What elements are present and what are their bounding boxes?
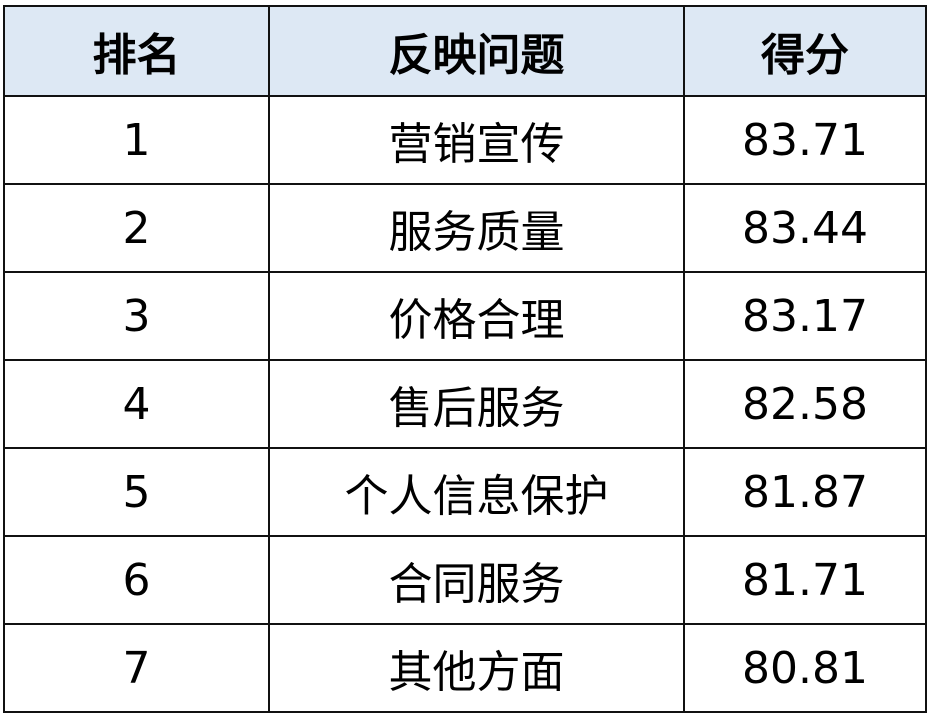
rank-cell: 6	[3, 535, 270, 625]
score-cell: 83.44	[683, 183, 927, 273]
table-row: 3 价格合理 83.17	[3, 271, 927, 361]
score-cell: 80.81	[683, 623, 927, 713]
table-row: 6 合同服务 81.71	[3, 535, 927, 625]
header-rank: 排名	[3, 5, 270, 97]
rank-cell: 5	[3, 447, 270, 537]
issue-cell: 售后服务	[268, 359, 685, 449]
rank-cell: 1	[3, 95, 270, 185]
table-row: 7 其他方面 80.81	[3, 623, 927, 713]
issue-cell: 营销宣传	[268, 95, 685, 185]
issue-cell: 合同服务	[268, 535, 685, 625]
rank-cell: 3	[3, 271, 270, 361]
rank-cell: 7	[3, 623, 270, 713]
issue-cell: 价格合理	[268, 271, 685, 361]
score-cell: 83.71	[683, 95, 927, 185]
header-row: 排名 反映问题 得分	[3, 5, 927, 97]
score-cell: 83.17	[683, 271, 927, 361]
table-row: 4 售后服务 82.58	[3, 359, 927, 449]
rank-cell: 4	[3, 359, 270, 449]
ranking-table: 排名 反映问题 得分 1 营销宣传 83.71 2 服务质量 83.44 3 价格合理 83.1…	[3, 5, 927, 713]
header-score: 得分	[683, 5, 927, 97]
table-row: 5 个人信息保护 81.87	[3, 447, 927, 537]
rank-cell: 2	[3, 183, 270, 273]
issue-cell: 其他方面	[268, 623, 685, 713]
table-row: 1 营销宣传 83.71	[3, 95, 927, 185]
header-issue: 反映问题	[268, 5, 685, 97]
score-cell: 81.71	[683, 535, 927, 625]
issue-cell: 服务质量	[268, 183, 685, 273]
score-cell: 81.87	[683, 447, 927, 537]
table-row: 2 服务质量 83.44	[3, 183, 927, 273]
issue-cell: 个人信息保护	[268, 447, 685, 537]
score-cell: 82.58	[683, 359, 927, 449]
